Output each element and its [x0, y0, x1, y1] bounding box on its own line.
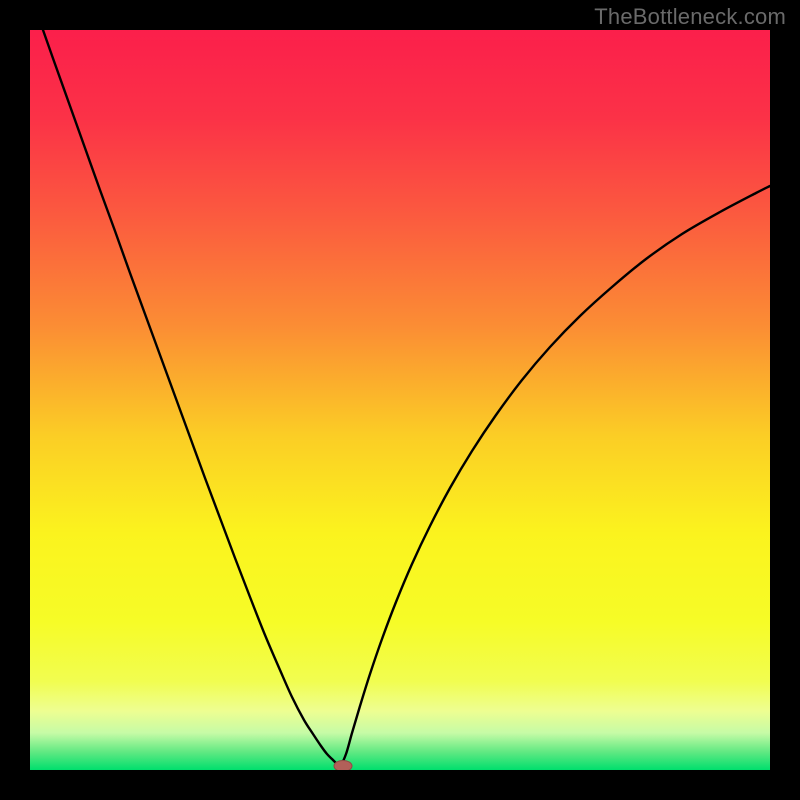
- watermark-text: TheBottleneck.com: [594, 4, 786, 30]
- gradient-background: [30, 30, 770, 770]
- plot-area: [30, 30, 770, 770]
- chart-container: TheBottleneck.com: [0, 0, 800, 800]
- chart-svg: [30, 30, 770, 770]
- optimum-marker: [334, 761, 352, 771]
